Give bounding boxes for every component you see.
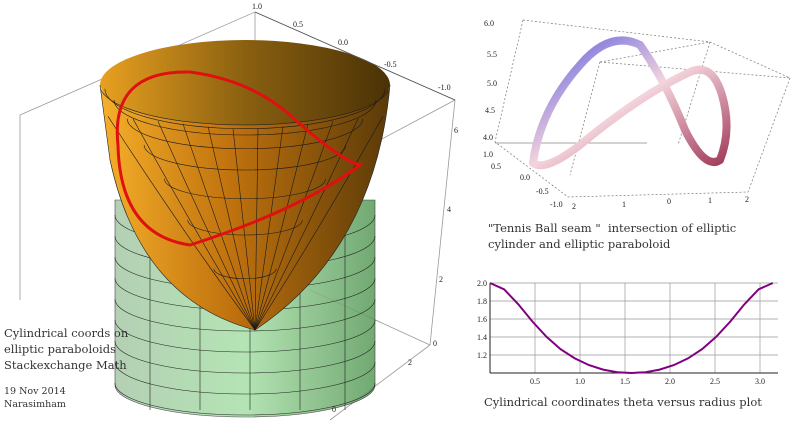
tick-label: 2 — [408, 358, 412, 367]
x-tick-label: 0.5 — [530, 377, 540, 386]
z-tick: 5.0 — [487, 79, 497, 88]
y-tick: 1.0 — [483, 150, 493, 159]
mesh-line — [114, 361, 376, 395]
caption-line: "Tennis Ball seam " intersection of elli… — [488, 221, 737, 235]
paraboloid-outer — [99, 84, 391, 331]
y-tick: 0.0 — [520, 173, 530, 182]
surface-plot: 1.0 0.5 0.0 -0.5 -1.0 6 4 2 0 2 0 — [19, 2, 458, 421]
mesh-line — [114, 382, 376, 416]
mesh-line — [254, 118, 359, 331]
mesh-line — [157, 121, 256, 331]
seam-tube — [529, 36, 731, 170]
series-line — [489, 282, 774, 375]
z-tick: 5.5 — [487, 50, 497, 59]
x-tick-label: 3.0 — [755, 377, 765, 386]
mesh-line — [254, 128, 259, 331]
tick-label: 1.0 — [252, 2, 262, 11]
caption-line: Stackexchange Math — [4, 358, 127, 372]
seam-curve — [115, 70, 364, 247]
z-tick: 6.0 — [484, 19, 494, 28]
x-tick: 0 — [667, 197, 671, 206]
seam-caption: "Tennis Ball seam " intersection of elli… — [488, 220, 788, 252]
paraboloid-mesh — [104, 88, 386, 331]
mesh-line — [114, 319, 376, 353]
tick-label: 4 — [447, 205, 451, 214]
tick-label: 2 — [439, 275, 443, 284]
mesh-line — [207, 126, 256, 331]
mesh-line — [232, 128, 256, 331]
x-tick-label: 2.5 — [710, 377, 720, 386]
y-tick-label: 1.2 — [477, 351, 487, 360]
tick-label: -1.0 — [438, 83, 451, 92]
x-tick: 2 — [745, 195, 749, 204]
tick-label: -0.5 — [384, 60, 397, 69]
radius-plot: 0.5 1.0 1.5 2.0 2.5 3.0 1.2 1.4 1.6 1.8 2.0 — [477, 279, 778, 386]
tick-label: 0 — [332, 405, 336, 414]
x-tick: 1 — [708, 196, 712, 205]
mesh-line — [114, 298, 376, 332]
seam-plot: 6.0 5.5 5.0 4.5 4.0 1.0 0.5 0.0 -0.5 -1.… — [483, 19, 791, 211]
tick-label: 0.0 — [338, 38, 348, 47]
z-tick: 4.5 — [485, 106, 495, 115]
y-tick: -0.5 — [536, 187, 549, 196]
main-caption: Cylindrical coords on elliptic paraboloi… — [4, 325, 128, 373]
caption-line: cylinder and elliptic paraboloid — [488, 237, 671, 251]
caption-line: Cylindrical coords on — [4, 326, 129, 340]
mesh-line — [107, 116, 256, 331]
y-tick-label: 1.6 — [477, 315, 487, 324]
x-tick-label: 1.0 — [575, 377, 585, 386]
tick-label: 0.5 — [293, 20, 303, 29]
mesh-line — [254, 126, 284, 331]
mesh-line — [114, 340, 376, 374]
y-tick: -1.0 — [550, 200, 563, 209]
z-tick: 4.0 — [483, 133, 493, 142]
mesh-line — [254, 121, 334, 331]
mesh-line — [182, 123, 256, 331]
caption-line: elliptic paraboloids — [4, 342, 116, 356]
mesh-line — [113, 99, 377, 136]
tick-label: 6 — [454, 126, 458, 135]
mesh-line — [254, 123, 309, 331]
x-tick-label: 1.5 — [620, 377, 630, 386]
x-tick: 2 — [572, 202, 576, 211]
author-text: Narasimham — [4, 399, 66, 410]
tick-label: 0 — [433, 339, 437, 348]
date-text: 19 Nov 2014 — [4, 386, 66, 397]
mesh-line — [132, 118, 256, 331]
y-tick-label: 2.0 — [477, 279, 487, 288]
mesh-line — [164, 178, 326, 200]
mesh-line — [254, 116, 384, 331]
x-tick-label: 2.0 — [665, 377, 675, 386]
x-tick: 1 — [622, 200, 626, 209]
y-tick: 0.5 — [491, 162, 501, 171]
plot2d-caption: Cylindrical coordinates theta versus rad… — [484, 395, 762, 409]
y-tick-label: 1.4 — [477, 333, 487, 342]
mesh-line — [143, 144, 347, 171]
mesh-line — [213, 268, 277, 280]
top-axis — [254, 11, 456, 101]
credit: 19 Nov 2014 Narasimham — [4, 385, 66, 411]
y-tick-label: 1.8 — [477, 297, 487, 306]
